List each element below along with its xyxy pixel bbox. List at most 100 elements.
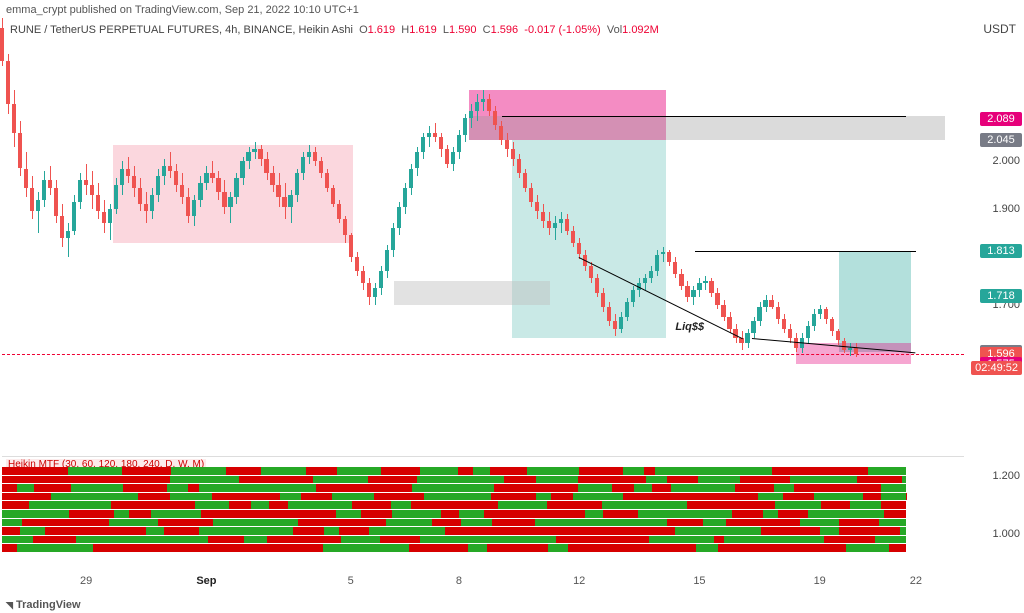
htf-segment xyxy=(337,501,352,509)
htf-segment xyxy=(884,510,906,518)
htf-segment xyxy=(251,501,269,509)
candle-body xyxy=(709,281,713,293)
y-tick: 2.000 xyxy=(992,155,1020,167)
htf-segment xyxy=(839,519,879,527)
htf-segment xyxy=(695,510,732,518)
htf-segment xyxy=(448,544,468,552)
candle-body xyxy=(685,286,689,298)
htf-segment xyxy=(545,519,598,527)
candle-body xyxy=(144,204,148,211)
htf-segment xyxy=(420,467,458,475)
htf-segment xyxy=(879,519,906,527)
htf-segment xyxy=(863,493,881,501)
candle-body xyxy=(24,169,28,188)
candle-body xyxy=(90,185,94,195)
htf-segment xyxy=(139,536,155,544)
htf-segment xyxy=(311,544,323,552)
htf-segment xyxy=(195,501,229,509)
candle-body xyxy=(258,149,262,159)
candle-body xyxy=(619,317,623,329)
htf-segment xyxy=(146,527,164,535)
htf-segment xyxy=(634,484,652,492)
htf-segment xyxy=(417,476,447,484)
candle-body xyxy=(349,235,353,257)
htf-segment xyxy=(32,476,63,484)
htf-segment xyxy=(155,536,208,544)
htf-segment xyxy=(726,519,747,527)
candle-body xyxy=(36,200,40,212)
candle-body xyxy=(625,302,629,316)
htf-segment xyxy=(652,484,671,492)
candle-body xyxy=(270,173,274,185)
htf-segment xyxy=(280,493,301,501)
candle-body xyxy=(421,137,425,151)
htf-segment xyxy=(794,484,840,492)
htf-segment xyxy=(29,501,76,509)
candle-body xyxy=(30,188,34,212)
htf-segment xyxy=(445,527,497,535)
htf-row xyxy=(2,467,964,475)
htf-row xyxy=(2,510,964,518)
htf-segment xyxy=(510,519,535,527)
candle-body xyxy=(174,171,178,185)
htf-segment xyxy=(714,536,724,544)
htf-segment xyxy=(532,544,548,552)
htf-segment xyxy=(623,493,651,501)
main-price-pane[interactable]: Liq$$ xyxy=(2,18,964,448)
htf-segment xyxy=(902,476,906,484)
htf-segment xyxy=(548,544,568,552)
htf-segment xyxy=(368,476,417,484)
price-axis[interactable]: USDT 2.0001.9001.7002.0892.0451.8131.718… xyxy=(964,18,1024,575)
htf-segment xyxy=(412,484,459,492)
htf-segment xyxy=(459,484,494,492)
htf-segment xyxy=(889,544,906,552)
htf-segment xyxy=(579,467,623,475)
htf-segment xyxy=(339,527,354,535)
candle-body xyxy=(162,166,166,176)
candle-body xyxy=(523,173,527,187)
htf-segment xyxy=(881,484,906,492)
htf-row xyxy=(2,527,964,535)
htf-segment xyxy=(758,493,783,501)
candle-body xyxy=(427,133,431,138)
htf-segment xyxy=(447,476,468,484)
htf-segment xyxy=(316,484,346,492)
price-badge: 2.045 xyxy=(980,133,1022,147)
htf-segment xyxy=(696,544,718,552)
htf-segment xyxy=(884,527,900,535)
htf-segment xyxy=(747,519,800,527)
htf-segment xyxy=(698,476,740,484)
candle-body xyxy=(541,212,545,222)
candle-body xyxy=(156,176,160,195)
candle-body xyxy=(673,262,677,274)
candle-body xyxy=(457,135,461,152)
htf-segment xyxy=(341,536,380,544)
htf-segment xyxy=(63,476,82,484)
candle-body xyxy=(535,202,539,212)
htf-segment xyxy=(124,493,138,501)
x-tick: 19 xyxy=(814,575,826,587)
chart-zone xyxy=(394,281,551,305)
htf-segment xyxy=(391,501,411,509)
htf-segment xyxy=(497,527,544,535)
candle-wick xyxy=(663,247,664,261)
htf-segment xyxy=(277,519,298,527)
htf-segment xyxy=(22,519,68,527)
htf-segment xyxy=(868,467,906,475)
htf-segment xyxy=(786,544,813,552)
candle-body xyxy=(631,290,635,302)
htf-segment xyxy=(352,501,391,509)
htf-segment xyxy=(158,519,176,527)
htf-segment xyxy=(651,493,705,501)
htf-segment xyxy=(444,493,478,501)
indicator-pane[interactable]: Heikin MTF (30, 60, 120, 180, 240, D, W,… xyxy=(2,456,964,554)
y-tick: 1.900 xyxy=(992,203,1020,215)
htf-segment xyxy=(858,510,884,518)
chart-area[interactable]: Liq$$ Heikin MTF (30, 60, 120, 180, 240,… xyxy=(2,18,964,575)
candle-body xyxy=(589,266,593,278)
time-axis[interactable]: 29Sep5812151922 xyxy=(2,575,964,595)
htf-segment xyxy=(2,527,20,535)
htf-segment xyxy=(774,484,794,492)
candle-body xyxy=(824,309,828,319)
htf-segment xyxy=(298,519,347,527)
